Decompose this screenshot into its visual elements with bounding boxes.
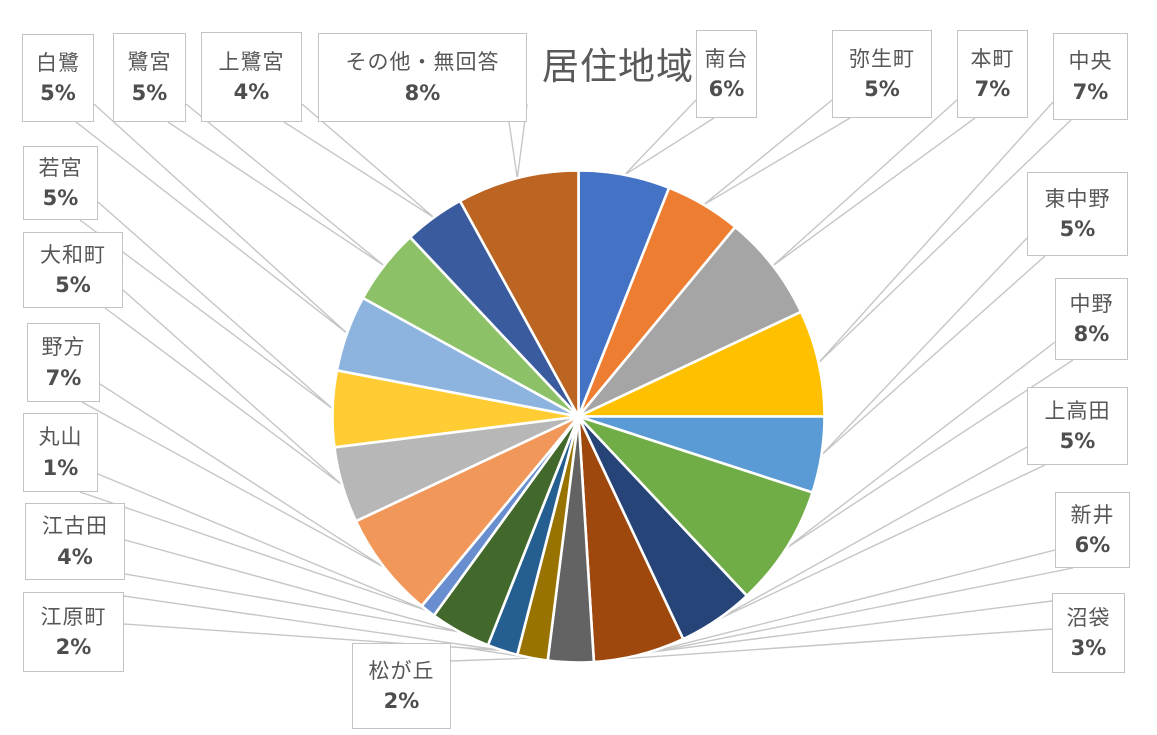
data-label-name: 中野 bbox=[1069, 291, 1114, 316]
data-label-percent: 6% bbox=[708, 77, 745, 101]
data-label-name: 上鷺宮 bbox=[218, 49, 285, 74]
data-label-percent: 5% bbox=[1059, 217, 1096, 241]
data-label-callout: 丸山 1% bbox=[23, 413, 98, 492]
data-label-callout: 鷺宮 5% bbox=[113, 33, 186, 122]
data-label-percent: 5% bbox=[40, 81, 76, 105]
data-label-name: 中央 bbox=[1068, 49, 1113, 74]
data-label-percent: 1% bbox=[42, 455, 79, 480]
data-label-callout: 中央 7% bbox=[1053, 33, 1128, 120]
pie-slice-3 bbox=[577, 225, 803, 418]
data-label-callout: 南台 6% bbox=[696, 30, 757, 118]
pie-slice-20 bbox=[458, 169, 580, 418]
data-label-name: 丸山 bbox=[38, 425, 83, 450]
data-label-callout: 野方 7% bbox=[27, 323, 100, 402]
leader-line bbox=[820, 237, 1046, 456]
data-label-callout: その他・無回答 8% bbox=[318, 33, 527, 122]
data-label-percent: 8% bbox=[1073, 322, 1110, 346]
data-label-percent: 3% bbox=[1070, 636, 1107, 660]
data-label-callout: 新井 6% bbox=[1055, 492, 1130, 568]
data-label-name: 沼袋 bbox=[1066, 605, 1111, 630]
data-label-name: 弥生町 bbox=[849, 46, 915, 71]
data-label-name: 東中野 bbox=[1044, 186, 1111, 211]
data-label-percent: 8% bbox=[404, 80, 441, 105]
data-label-percent: 2% bbox=[55, 635, 92, 659]
data-label-name: 江原町 bbox=[40, 604, 107, 629]
data-label-callout: 中野 8% bbox=[1055, 278, 1128, 360]
data-label-percent: 7% bbox=[1072, 79, 1109, 104]
data-label-percent: 4% bbox=[233, 80, 270, 104]
data-label-callout: 白鷺 5% bbox=[22, 34, 94, 122]
data-label-name: その他・無回答 bbox=[345, 50, 500, 75]
data-label-percent: 5% bbox=[1059, 429, 1096, 453]
data-label-name: 大和町 bbox=[40, 242, 106, 267]
data-label-percent: 5% bbox=[131, 80, 168, 105]
data-label-percent: 4% bbox=[57, 544, 93, 569]
data-label-percent: 5% bbox=[864, 77, 900, 101]
data-label-name: 江古田 bbox=[42, 514, 108, 539]
data-label-callout: 江古田 4% bbox=[25, 503, 125, 580]
data-label-callout: 上鷺宮 4% bbox=[201, 32, 302, 122]
data-label-percent: 5% bbox=[42, 186, 79, 210]
data-label-percent: 6% bbox=[1074, 533, 1111, 557]
data-label-callout: 若宮 5% bbox=[23, 146, 98, 220]
data-label-callout: 松が丘 2% bbox=[352, 643, 451, 729]
data-label-percent: 7% bbox=[974, 77, 1011, 101]
data-label-name: 鷺宮 bbox=[127, 50, 172, 75]
data-label-callout: 弥生町 5% bbox=[832, 30, 932, 118]
data-label-name: 新井 bbox=[1070, 502, 1115, 527]
data-label-callout: 大和町 5% bbox=[23, 232, 123, 308]
data-label-name: 上高田 bbox=[1044, 398, 1111, 423]
pie-slice-6 bbox=[577, 415, 814, 598]
data-label-name: 南台 bbox=[704, 46, 749, 71]
data-label-name: 松が丘 bbox=[368, 658, 435, 683]
data-label-name: 若宮 bbox=[38, 155, 83, 180]
data-label-callout: 沼袋 3% bbox=[1052, 593, 1125, 673]
pie-slice-4 bbox=[577, 310, 826, 418]
data-label-percent: 5% bbox=[55, 273, 91, 297]
data-label-percent: 7% bbox=[45, 365, 82, 390]
data-label-callout: 東中野 5% bbox=[1027, 172, 1128, 256]
pie-slice-14 bbox=[354, 415, 580, 608]
leader-line bbox=[167, 103, 385, 267]
data-label-name: 本町 bbox=[970, 46, 1015, 71]
data-label-name: 白鷺 bbox=[36, 50, 80, 75]
data-label-callout: 江原町 2% bbox=[23, 592, 124, 672]
data-label-name: 野方 bbox=[41, 335, 86, 360]
data-label-percent: 2% bbox=[383, 689, 420, 713]
data-label-callout: 上高田 5% bbox=[1027, 387, 1128, 465]
data-label-callout: 本町 7% bbox=[957, 30, 1028, 118]
chart-title: 居住地域 bbox=[542, 45, 694, 88]
